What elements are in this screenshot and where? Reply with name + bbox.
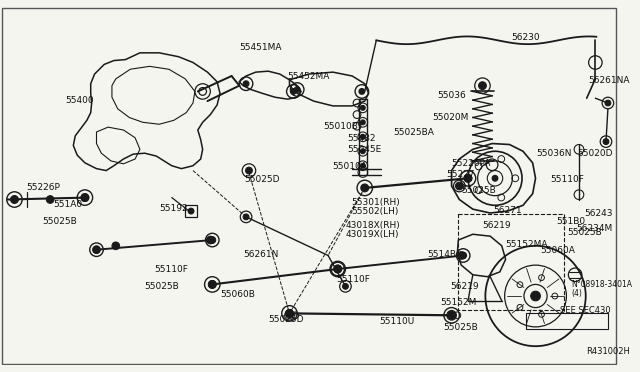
Text: 55025B: 55025B xyxy=(443,323,477,332)
Text: 55226PA: 55226PA xyxy=(452,159,491,168)
Text: 55060B: 55060B xyxy=(220,290,255,299)
Text: 55010B: 55010B xyxy=(323,122,358,131)
Circle shape xyxy=(246,167,252,174)
Text: 43018X(RH): 43018X(RH) xyxy=(346,221,400,230)
Text: 55036: 55036 xyxy=(437,92,466,100)
Text: 55110F: 55110F xyxy=(550,175,584,185)
Circle shape xyxy=(81,194,89,202)
Circle shape xyxy=(492,175,498,181)
Text: 55226P: 55226P xyxy=(26,183,60,192)
Circle shape xyxy=(448,311,456,319)
Circle shape xyxy=(93,246,100,253)
Text: 551A0: 551A0 xyxy=(53,199,82,209)
Text: 56219: 56219 xyxy=(483,221,511,230)
Text: R431002H: R431002H xyxy=(586,347,630,356)
Text: 55482: 55482 xyxy=(348,134,376,143)
Text: 56243: 56243 xyxy=(585,209,613,218)
Circle shape xyxy=(11,196,19,203)
Text: 55152MA: 55152MA xyxy=(506,240,548,249)
Circle shape xyxy=(46,196,54,203)
Circle shape xyxy=(209,280,216,288)
Text: 55025B: 55025B xyxy=(461,186,496,195)
Bar xyxy=(526,313,608,329)
Circle shape xyxy=(334,265,342,273)
Circle shape xyxy=(448,311,456,319)
Bar xyxy=(458,214,564,311)
Text: 55025BA: 55025BA xyxy=(394,128,435,137)
Circle shape xyxy=(81,194,89,202)
Text: 55036N: 55036N xyxy=(536,149,572,158)
Circle shape xyxy=(207,236,214,244)
Circle shape xyxy=(360,149,365,154)
Text: 55152M: 55152M xyxy=(440,298,476,307)
Circle shape xyxy=(605,100,611,106)
Text: 55045E: 55045E xyxy=(348,144,381,154)
Text: 55110U: 55110U xyxy=(380,317,415,326)
Circle shape xyxy=(531,291,540,301)
Text: 55025B: 55025B xyxy=(42,217,77,226)
Text: 56234M: 56234M xyxy=(576,224,612,232)
Circle shape xyxy=(112,242,120,250)
Circle shape xyxy=(209,280,216,288)
Circle shape xyxy=(209,237,216,243)
Text: 55227: 55227 xyxy=(446,170,474,179)
Circle shape xyxy=(456,182,463,190)
Circle shape xyxy=(359,89,365,94)
Circle shape xyxy=(460,252,467,259)
Text: 5514B: 5514B xyxy=(428,250,456,259)
Text: 55192: 55192 xyxy=(159,204,188,213)
Text: 55010A: 55010A xyxy=(332,162,367,171)
Circle shape xyxy=(360,134,365,139)
Circle shape xyxy=(294,87,300,92)
Text: 551B0: 551B0 xyxy=(556,217,585,226)
Circle shape xyxy=(479,82,486,90)
Circle shape xyxy=(243,214,249,220)
Text: 55110F: 55110F xyxy=(154,265,188,274)
Text: 56261NA: 56261NA xyxy=(589,76,630,85)
Circle shape xyxy=(285,310,293,317)
Circle shape xyxy=(360,105,365,110)
Text: 55025B: 55025B xyxy=(145,282,179,291)
Text: 56271: 56271 xyxy=(493,206,522,215)
Circle shape xyxy=(603,139,609,144)
Circle shape xyxy=(188,208,194,214)
Circle shape xyxy=(458,251,465,259)
Text: 55301(RH): 55301(RH) xyxy=(351,198,400,206)
Circle shape xyxy=(291,89,296,94)
Circle shape xyxy=(243,81,249,87)
Bar xyxy=(185,205,197,217)
Circle shape xyxy=(334,265,342,273)
Text: 55400: 55400 xyxy=(66,96,94,105)
Text: 55110F: 55110F xyxy=(336,275,370,284)
Circle shape xyxy=(464,174,472,182)
Circle shape xyxy=(285,310,293,317)
Circle shape xyxy=(464,174,472,182)
Text: 56219: 56219 xyxy=(451,282,479,291)
Text: 55502(LH): 55502(LH) xyxy=(351,207,399,216)
Text: 55060A: 55060A xyxy=(540,246,575,255)
Circle shape xyxy=(361,184,369,192)
Text: SEE SEC430: SEE SEC430 xyxy=(559,306,611,315)
Circle shape xyxy=(360,120,365,125)
Text: 56261N: 56261N xyxy=(243,250,278,259)
Text: 55025B: 55025B xyxy=(568,228,602,237)
Text: N°08918-3401A: N°08918-3401A xyxy=(572,280,632,289)
Text: 56230: 56230 xyxy=(511,33,540,42)
Text: 55020M: 55020M xyxy=(432,113,468,122)
Circle shape xyxy=(342,283,348,289)
Circle shape xyxy=(456,183,462,189)
Circle shape xyxy=(360,163,365,168)
Text: 43019X(LH): 43019X(LH) xyxy=(346,230,399,240)
Text: 55020D: 55020D xyxy=(577,149,612,158)
Text: (4): (4) xyxy=(572,289,582,298)
Circle shape xyxy=(93,246,100,254)
Text: 55451MA: 55451MA xyxy=(239,43,282,52)
Text: 55025D: 55025D xyxy=(268,315,304,324)
Text: 55452MA: 55452MA xyxy=(287,72,330,81)
Text: 55025D: 55025D xyxy=(244,175,280,185)
